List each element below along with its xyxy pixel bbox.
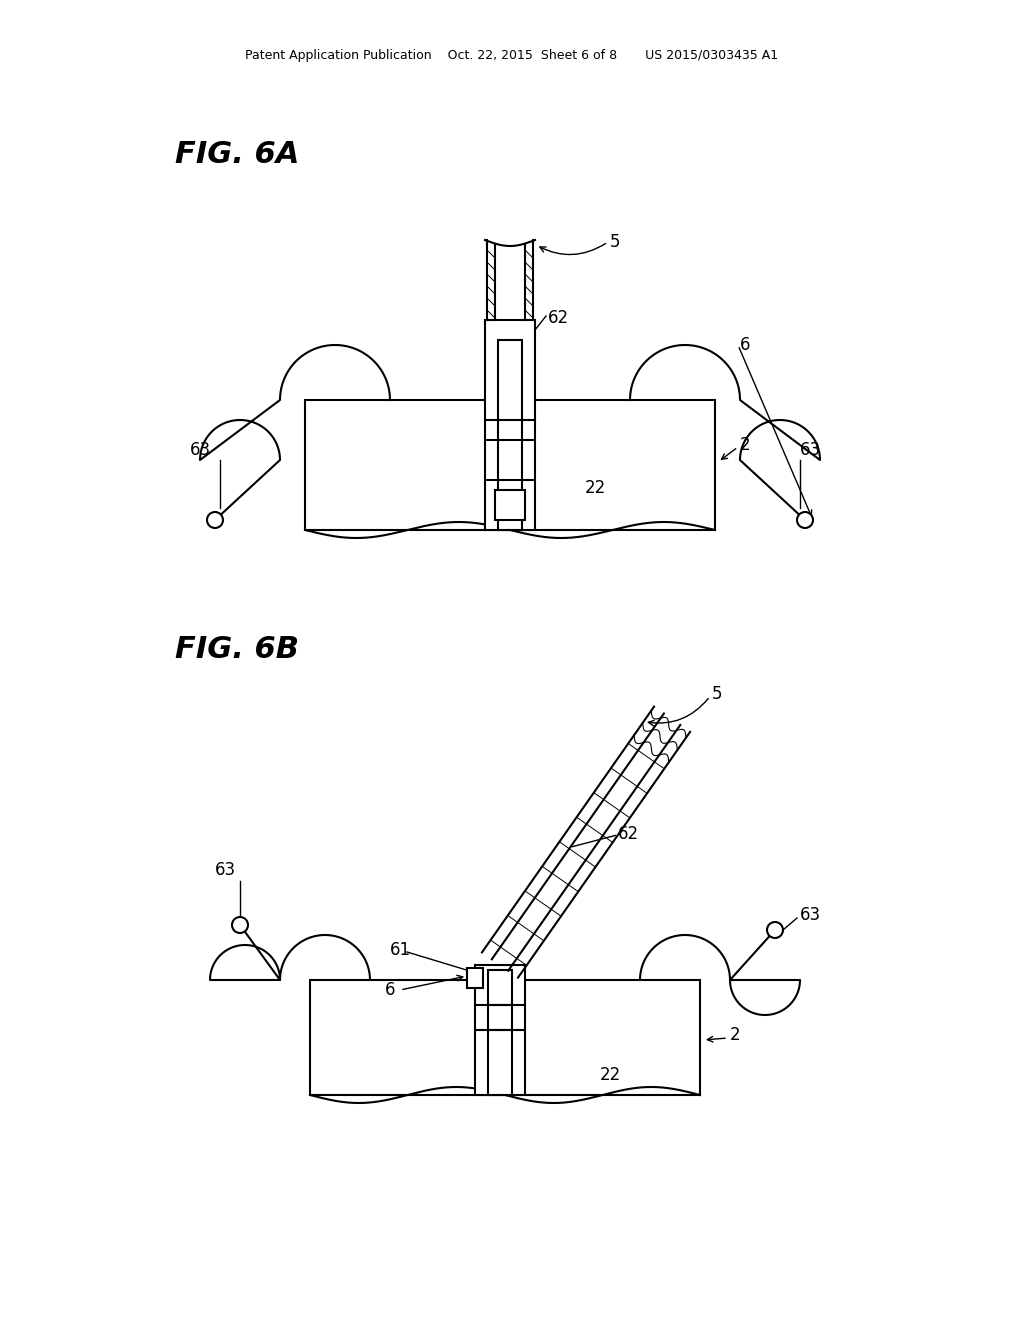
Text: 63: 63 — [800, 906, 821, 924]
Text: 5: 5 — [712, 685, 723, 704]
Text: 63: 63 — [800, 441, 820, 459]
Bar — [475, 965, 525, 1096]
Circle shape — [232, 917, 248, 933]
Circle shape — [767, 921, 783, 939]
Bar — [310, 979, 450, 1096]
Text: 22: 22 — [585, 479, 606, 498]
Bar — [485, 319, 535, 531]
Bar — [495, 490, 525, 520]
Bar — [305, 400, 453, 531]
Text: 6: 6 — [385, 981, 395, 999]
Text: 63: 63 — [214, 861, 236, 879]
Text: 6: 6 — [740, 337, 751, 354]
Text: 62: 62 — [617, 825, 639, 843]
Text: 2: 2 — [740, 436, 751, 454]
Text: FIG. 6B: FIG. 6B — [175, 635, 299, 664]
Bar — [310, 979, 700, 1096]
Text: 62: 62 — [548, 309, 569, 327]
Text: 63: 63 — [189, 441, 211, 459]
Text: 2: 2 — [730, 1026, 740, 1044]
Bar — [305, 400, 715, 531]
Text: Patent Application Publication    Oct. 22, 2015  Sheet 6 of 8       US 2015/0303: Patent Application Publication Oct. 22, … — [246, 49, 778, 62]
Bar — [467, 968, 483, 987]
Bar — [565, 400, 715, 531]
Text: 5: 5 — [610, 234, 621, 251]
Text: 61: 61 — [390, 941, 411, 960]
Text: 22: 22 — [600, 1067, 622, 1084]
Bar — [560, 979, 700, 1096]
Bar — [498, 341, 522, 531]
Bar — [488, 970, 512, 1096]
Circle shape — [207, 512, 223, 528]
Text: FIG. 6A: FIG. 6A — [175, 140, 299, 169]
Circle shape — [797, 512, 813, 528]
